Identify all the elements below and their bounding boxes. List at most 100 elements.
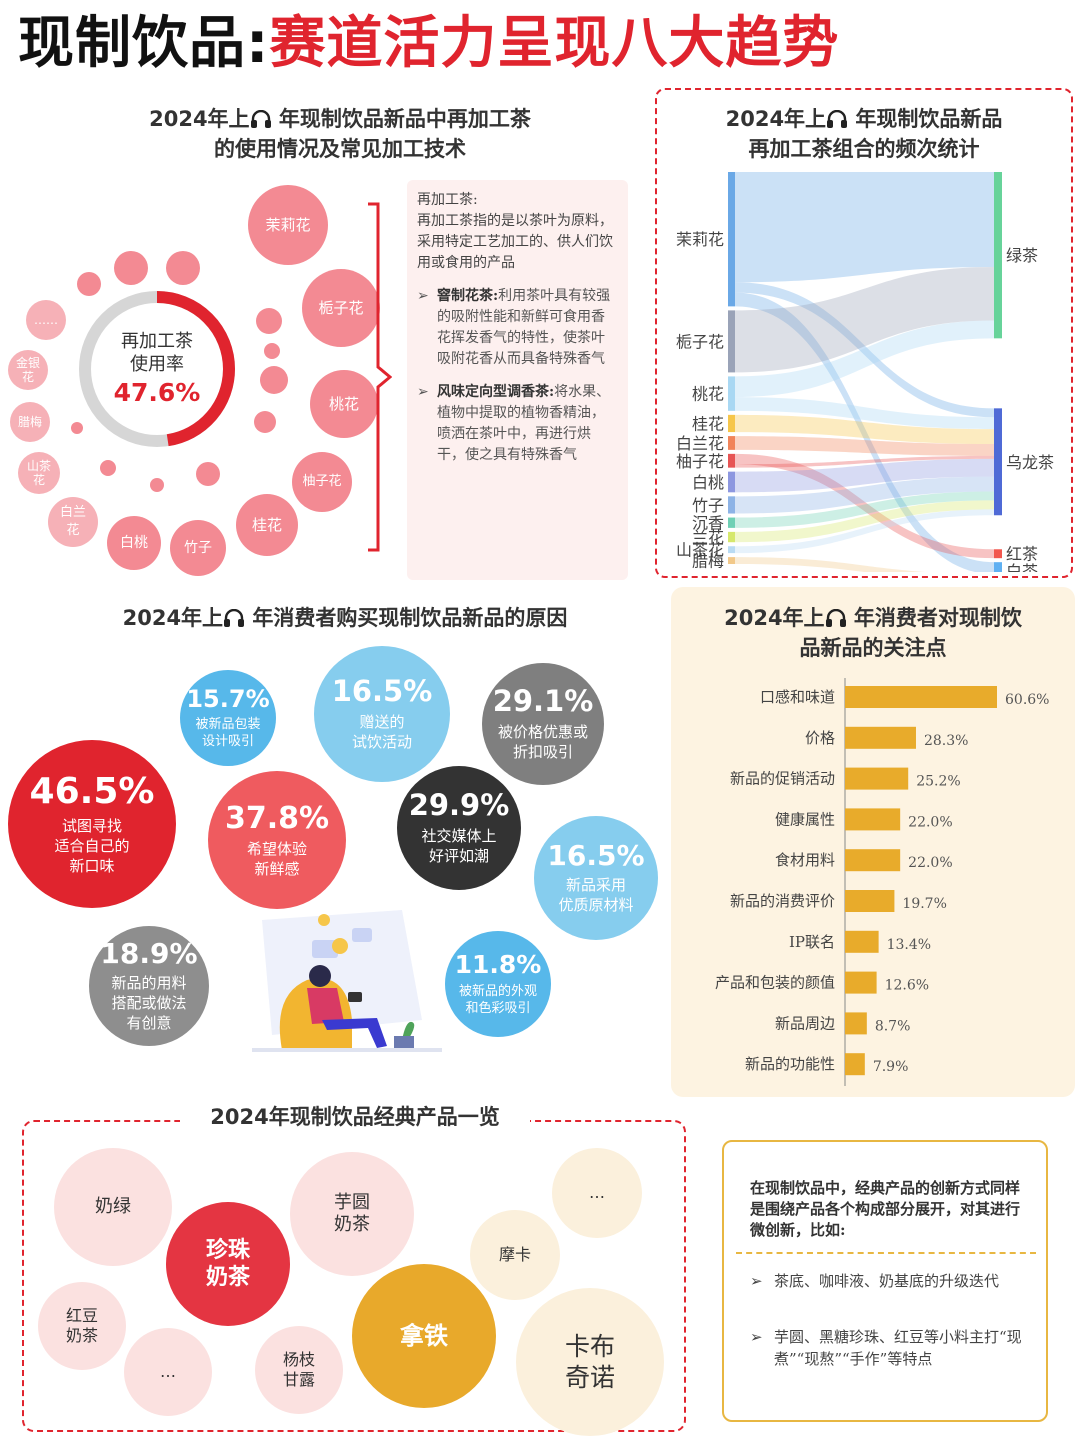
product-label: 摩卡 bbox=[498, 1245, 531, 1264]
sankey-target-label: 红茶 bbox=[1006, 545, 1038, 564]
sankey-target-label: 乌龙茶 bbox=[1006, 453, 1054, 472]
flower-circle: 栀子花 bbox=[302, 269, 380, 347]
reasons-title: 2024年上 年消费者购买现制饮品新品的原因 bbox=[40, 603, 650, 633]
reason-bubble: 29.9% 社交媒体上 好评如潮 bbox=[397, 766, 521, 890]
reason-bubble: 29.1% 被价格优惠或 折扣吸引 bbox=[482, 663, 604, 785]
flower-circle: 茉莉花 bbox=[248, 185, 328, 265]
tea-title-b: 年现制饮品新品中再加工茶 bbox=[278, 107, 531, 131]
sankey-link bbox=[735, 414, 994, 444]
product-bubble: 摩卡 bbox=[470, 1210, 560, 1300]
sankey-source-node bbox=[728, 310, 735, 373]
technique-desc: 将水果、植物中提取的植物香精油，喷洒在茶叶中，再进行烘干，使之具有特殊香气 bbox=[437, 384, 611, 463]
bar-value-label: 22.0% bbox=[908, 855, 952, 871]
product-label: 杨枝甘露 bbox=[282, 1350, 315, 1389]
product-bubble: … bbox=[124, 1328, 212, 1416]
attention-title-a: 2024年上 bbox=[724, 606, 825, 630]
reason-bubble: 18.9% 新品的用料 搭配或做法 有创意 bbox=[89, 926, 209, 1046]
sankey-source-label: 腊梅 bbox=[692, 552, 724, 571]
deco-dot bbox=[71, 422, 83, 434]
deco-dot bbox=[196, 462, 220, 486]
flower-circle: 桃花 bbox=[310, 370, 378, 438]
bar-category-label: 新品的消费评价 bbox=[730, 892, 835, 910]
sankey-source-label: 白桃 bbox=[692, 473, 724, 492]
sankey-target-node bbox=[994, 172, 1002, 339]
sankey-link bbox=[735, 292, 994, 572]
bar-value-label: 8.7% bbox=[875, 1018, 911, 1034]
sankey-link bbox=[735, 282, 994, 418]
flower-circle: 白兰花 bbox=[48, 497, 98, 547]
tip-intro: 在现制饮品中，经典产品的创新方式同样是围绕产品各个构成部分展开，对其进行微创新，… bbox=[750, 1179, 1021, 1239]
sankey-title-b: 年现制饮品新品 bbox=[855, 107, 1003, 131]
bar bbox=[845, 767, 909, 790]
sankey-source-node bbox=[728, 517, 735, 528]
flower-circle: 腊梅 bbox=[10, 402, 50, 442]
flower-label: 桂花 bbox=[251, 516, 282, 534]
product-bubble: 珍珠奶茶 bbox=[166, 1202, 290, 1326]
sankey-source-node bbox=[728, 414, 735, 433]
sankey-link bbox=[735, 267, 994, 373]
sankey-source-node bbox=[728, 546, 735, 554]
headphone-icon bbox=[250, 110, 271, 128]
flower-label: 竹子 bbox=[184, 540, 212, 556]
tip-item-text: 茶底、咖啡液、奶基底的升级迭代 bbox=[774, 1272, 1000, 1290]
bar bbox=[845, 686, 997, 708]
sankey-link bbox=[735, 509, 994, 554]
attention-title-line2: 品新品的关注点 bbox=[799, 636, 947, 660]
flower-label: 柚子花 bbox=[302, 474, 342, 489]
sankey-source-label: 茉莉花 bbox=[676, 230, 724, 249]
attention-bar-chart: 口感和味道 60.6% 价格 28.3% 新品的促销活动 25.2% 健康属性 22.0% 食材… bbox=[715, 678, 1049, 1086]
reasons-title-a: 2024年上 bbox=[122, 606, 224, 630]
attention-title: 2024年上 年消费者对现制饮 品新品的关注点 bbox=[671, 603, 1075, 663]
tip-item-text: 芋圆、黑糖珍珠、红豆等小料主打“现煮”“现熬”“手作”等特点 bbox=[774, 1328, 1022, 1368]
sankey-target-node bbox=[994, 562, 1002, 572]
product-label: 珍珠奶茶 bbox=[205, 1237, 250, 1291]
bar-category-label: 新品的功能性 bbox=[745, 1055, 835, 1073]
sankey-target-node bbox=[994, 549, 1002, 559]
reason-label: 被价格优惠或 折扣吸引 bbox=[497, 722, 588, 761]
bar-value-label: 7.9% bbox=[873, 1059, 909, 1075]
reason-percent: 37.8% bbox=[224, 800, 330, 836]
sankey-title-a: 2024年上 bbox=[725, 107, 827, 131]
reason-bubble: 46.5% 试图寻找 适合自己的 新口味 bbox=[8, 740, 176, 908]
bar bbox=[845, 1053, 865, 1076]
sankey-source-node bbox=[728, 453, 735, 468]
tip-divider bbox=[736, 1252, 1036, 1254]
product-bubble: 卡布奇诺 bbox=[516, 1288, 664, 1436]
classic-title: 2024年现制饮品经典产品一览 bbox=[180, 1100, 530, 1134]
flower-circle: 桂花 bbox=[236, 494, 298, 556]
donut-label-line2: 使用率 bbox=[130, 354, 184, 375]
deco-dot bbox=[100, 460, 116, 476]
sankey-source-label: 沉香 bbox=[692, 514, 724, 533]
sankey-source-node bbox=[728, 172, 735, 307]
attention-title-b: 年消费者对现制饮 bbox=[853, 606, 1022, 630]
flower-label: 腊梅 bbox=[17, 415, 42, 429]
bar bbox=[845, 1012, 867, 1035]
tea-title-line2: 的使用情况及常见加工技术 bbox=[214, 137, 466, 161]
note-desc: 再加工茶指的是以茶叶为原料，采用特定工艺加工的、供人们饮用或食用的产品 bbox=[417, 213, 613, 271]
sankey-link bbox=[735, 453, 994, 559]
product-bubble: … bbox=[552, 1148, 642, 1238]
sankey-source-node bbox=[728, 496, 735, 514]
sankey-link bbox=[735, 500, 994, 543]
tea-title-a: 2024年上 bbox=[149, 107, 250, 131]
product-label: 红豆奶茶 bbox=[65, 1306, 98, 1345]
product-bubble: 红豆奶茶 bbox=[38, 1282, 126, 1370]
bar-category-label: 食材用料 bbox=[775, 851, 835, 869]
flower-circle: 金银花 bbox=[8, 350, 48, 390]
flower-label: …… bbox=[34, 313, 58, 327]
product-bubble: 拿铁 bbox=[352, 1264, 496, 1408]
sankey-source-label: 桂花 bbox=[692, 414, 724, 433]
reason-percent: 46.5% bbox=[29, 771, 155, 813]
product-label: 拿铁 bbox=[400, 1322, 448, 1350]
bracket-icon bbox=[368, 202, 392, 552]
flower-circle: 山茶花 bbox=[18, 452, 60, 494]
donut-center-label: 再加工茶 使用率 bbox=[76, 330, 238, 376]
bar bbox=[845, 971, 877, 994]
bar-category-label: IP联名 bbox=[789, 933, 835, 951]
bar bbox=[845, 890, 895, 912]
product-label: … bbox=[160, 1362, 176, 1381]
bar-category-label: 产品和包装的颜值 bbox=[715, 974, 835, 992]
donut-label-line1: 再加工茶 bbox=[121, 331, 193, 352]
product-bubble: 芋圆奶茶 bbox=[290, 1152, 414, 1276]
sankey-link bbox=[735, 557, 926, 572]
